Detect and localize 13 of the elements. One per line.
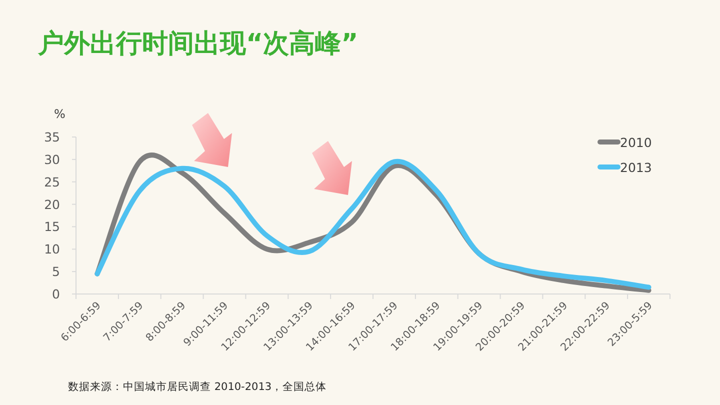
legend-label: 2013 <box>620 160 652 175</box>
y-tick-label: 20 <box>44 196 60 212</box>
legend-label: 2010 <box>620 135 652 150</box>
y-axis-title: % <box>54 107 66 121</box>
y-tick-label: 30 <box>44 152 60 167</box>
y-tick-label: 10 <box>44 242 60 257</box>
y-tick-label: 0 <box>52 286 60 302</box>
y-tick-label: 25 <box>44 174 60 190</box>
source-note: 数据来源：中国城市居民调查 2010-2013，全国总体 <box>68 380 327 393</box>
y-tick-label: 5 <box>52 264 60 280</box>
y-tick-label: 15 <box>44 219 60 234</box>
chart-title: 户外出行时间出现“次高峰” <box>37 29 358 59</box>
y-tick-label: 35 <box>44 130 60 144</box>
